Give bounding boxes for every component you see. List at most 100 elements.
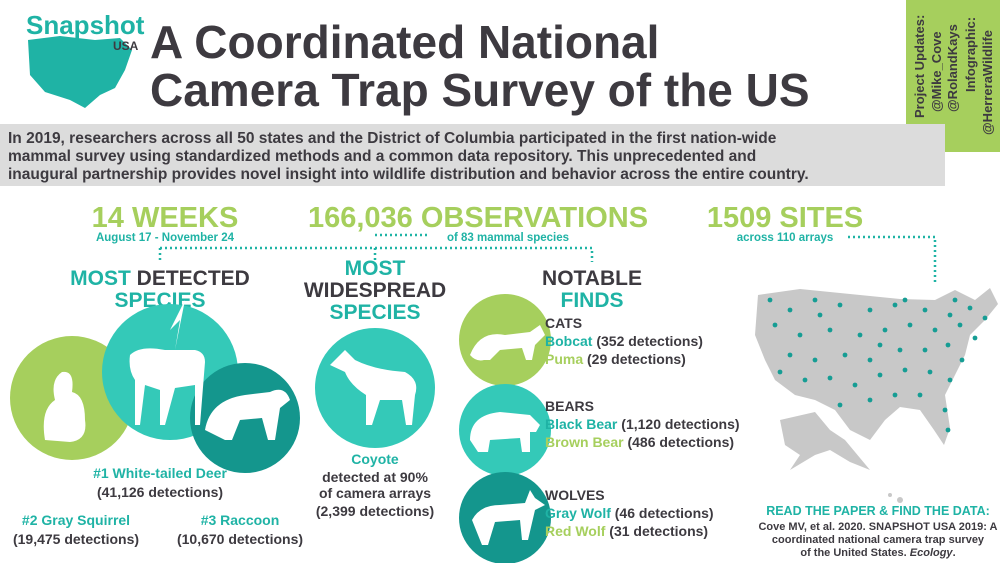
site-dot	[927, 369, 933, 375]
intro-line: mammal survey using standardized methods…	[8, 148, 756, 165]
intro-band	[0, 124, 945, 186]
site-dot	[837, 402, 843, 408]
coyote-silhouette	[330, 350, 417, 425]
site-dot	[842, 352, 848, 358]
site-dot	[892, 302, 898, 308]
find-line: Red Wolf (31 detections)	[545, 523, 708, 539]
species-name: #1 White-tailed Deer	[93, 465, 227, 481]
site-dot	[787, 307, 793, 313]
intro-line: inaugural partnership provides novel ins…	[8, 166, 809, 183]
find-name: Bobcat	[545, 333, 593, 349]
site-dot	[802, 377, 808, 383]
site-dot	[967, 305, 973, 311]
stat-detail: across 110 arrays	[737, 232, 834, 244]
species-detail: detected at 90%	[322, 469, 428, 485]
species-detections: (19,475 detections)	[13, 531, 139, 547]
stat-value: 14 WEEKS	[92, 202, 239, 234]
site-dot	[972, 335, 978, 341]
site-dot	[772, 322, 778, 328]
hawaii	[888, 493, 892, 497]
site-dot	[787, 352, 793, 358]
site-dot	[882, 327, 888, 333]
site-dot	[837, 302, 843, 308]
silhouettes	[43, 300, 290, 442]
section-heading: SPECIES	[329, 301, 420, 324]
connectors	[158, 233, 937, 285]
find-detections: (29 detections)	[587, 351, 686, 367]
site-dot	[767, 297, 773, 303]
species-name: #2 Gray Squirrel	[22, 512, 130, 528]
find-name: Brown Bear	[545, 434, 624, 450]
group-name: CATS	[545, 315, 582, 331]
site-map	[755, 288, 998, 503]
site-dot	[852, 382, 858, 388]
find-detections: (1,120 detections)	[621, 416, 739, 432]
site-dot	[902, 297, 908, 303]
site-dot	[877, 342, 883, 348]
section-heading: WIDESPREAD	[304, 279, 446, 302]
site-dot	[827, 327, 833, 333]
site-dot	[812, 297, 818, 303]
site-dot	[922, 347, 928, 353]
find-name: Red Wolf	[545, 523, 606, 539]
species-name: #3 Raccoon	[201, 512, 280, 528]
group-name: BEARS	[545, 398, 594, 414]
intro-line: In 2019, researchers across all 50 state…	[8, 130, 777, 147]
stat-value: 1509 SITES	[707, 202, 863, 234]
site-dot	[777, 369, 783, 375]
site-dot	[797, 332, 803, 338]
site-dot	[812, 357, 818, 363]
alaska-outline	[780, 412, 870, 470]
heading-part: DETECTED	[137, 267, 250, 290]
site-dot	[917, 392, 923, 398]
site-dot	[945, 342, 951, 348]
species-detections: (10,670 detections)	[177, 531, 303, 547]
site-dot	[952, 297, 958, 303]
find-line: Puma (29 detections)	[545, 351, 686, 367]
sidebar-label: Project Updates:	[912, 15, 927, 118]
citation-end: .	[953, 547, 956, 559]
find-line: Gray Wolf (46 detections)	[545, 505, 714, 521]
find-name: Puma	[545, 351, 583, 367]
section-heading: FINDS	[561, 289, 624, 312]
site-dot	[947, 377, 953, 383]
read-heading: READ THE PAPER & FIND THE DATA:	[766, 504, 990, 518]
site-dot	[959, 357, 965, 363]
section-heading: MOST	[345, 257, 406, 280]
find-silhouettes	[470, 325, 545, 545]
site-dot	[982, 315, 988, 321]
hawaii	[897, 497, 903, 503]
heading-part: MOST	[70, 267, 131, 290]
citation-line: of the United States. Ecology.	[800, 547, 955, 559]
stat-detail: of 83 mammal species	[447, 232, 569, 244]
logo-map	[28, 36, 132, 108]
site-dot	[867, 397, 873, 403]
section-heading: NOTABLE	[542, 267, 642, 290]
find-line: Black Bear (1,120 detections)	[545, 416, 740, 432]
find-detections: (31 detections)	[609, 523, 708, 539]
title-line: Camera Trap Survey of the US	[150, 64, 810, 116]
section-heading: MOST DETECTED	[70, 267, 250, 290]
site-dot	[867, 307, 873, 313]
title-line: A Coordinated National	[150, 16, 659, 68]
site-dot	[932, 327, 938, 333]
logo-name: Snapshot	[26, 10, 145, 40]
sidebar-handle: @Mike_Cove	[929, 31, 944, 112]
journal: Ecology	[910, 547, 954, 559]
citation-line: Cove MV, et al. 2020. SNAPSHOT USA 2019:…	[758, 521, 997, 533]
find-detections: (46 detections)	[615, 505, 714, 521]
site-dot	[897, 347, 903, 353]
citation-part: of the United States.	[800, 547, 906, 559]
site-dot	[947, 312, 953, 318]
site-dot	[877, 372, 883, 378]
find-name: Gray Wolf	[545, 505, 611, 521]
citation-line: coordinated national camera trap survey	[772, 534, 985, 546]
find-line: Brown Bear (486 detections)	[545, 434, 734, 450]
site-dot	[892, 392, 898, 398]
finds-list: CATS Bobcat (352 detections) Puma (29 de…	[545, 315, 740, 539]
site-dot	[857, 332, 863, 338]
site-dot	[827, 375, 833, 381]
logo-sub: USA	[113, 39, 139, 53]
